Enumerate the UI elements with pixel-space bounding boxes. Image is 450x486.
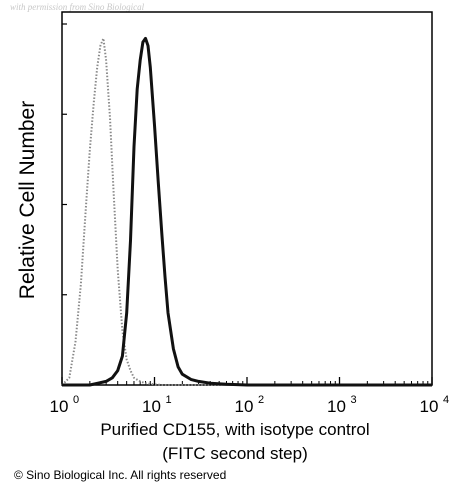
isotype-control-curve <box>61 37 432 386</box>
watermark-text: with permission from Sino Biological <box>10 2 145 12</box>
x-tick-labels: 10 0 10 1 10 2 10 3 10 4 <box>50 394 450 416</box>
x-tick-label-base: 10 <box>235 397 254 416</box>
x-tick-label: 10 4 <box>420 394 450 416</box>
x-tick-label-exponent: 2 <box>258 394 264 406</box>
x-tick-label-exponent: 3 <box>351 394 357 406</box>
x-axis-label-line1: Purified CD155, with isotype control <box>100 420 370 439</box>
x-tick-label-base: 10 <box>420 397 439 416</box>
x-tick-label-exponent: 1 <box>166 394 172 406</box>
x-tick-label: 10 2 <box>235 394 265 416</box>
x-tick-label-base: 10 <box>142 397 161 416</box>
cd155-stained-curve <box>62 36 432 387</box>
series-layer <box>61 36 432 387</box>
plot-axes <box>61 11 433 386</box>
x-tick-label-exponent: 4 <box>443 394 449 406</box>
x-tick-label: 10 1 <box>142 394 172 416</box>
x-axis-label-line2: (FITC second step) <box>162 444 308 463</box>
x-tick-label: 10 0 <box>50 394 80 416</box>
x-tick-label: 10 3 <box>327 394 357 416</box>
y-axis-label: Relative Cell Number <box>16 100 39 300</box>
copyright-notice: © Sino Biological Inc. All rights reserv… <box>14 468 227 482</box>
x-tick-label-base: 10 <box>50 397 69 416</box>
plot-frame <box>61 11 433 386</box>
x-tick-label-exponent: 0 <box>73 394 79 406</box>
x-tick-label-base: 10 <box>327 397 346 416</box>
